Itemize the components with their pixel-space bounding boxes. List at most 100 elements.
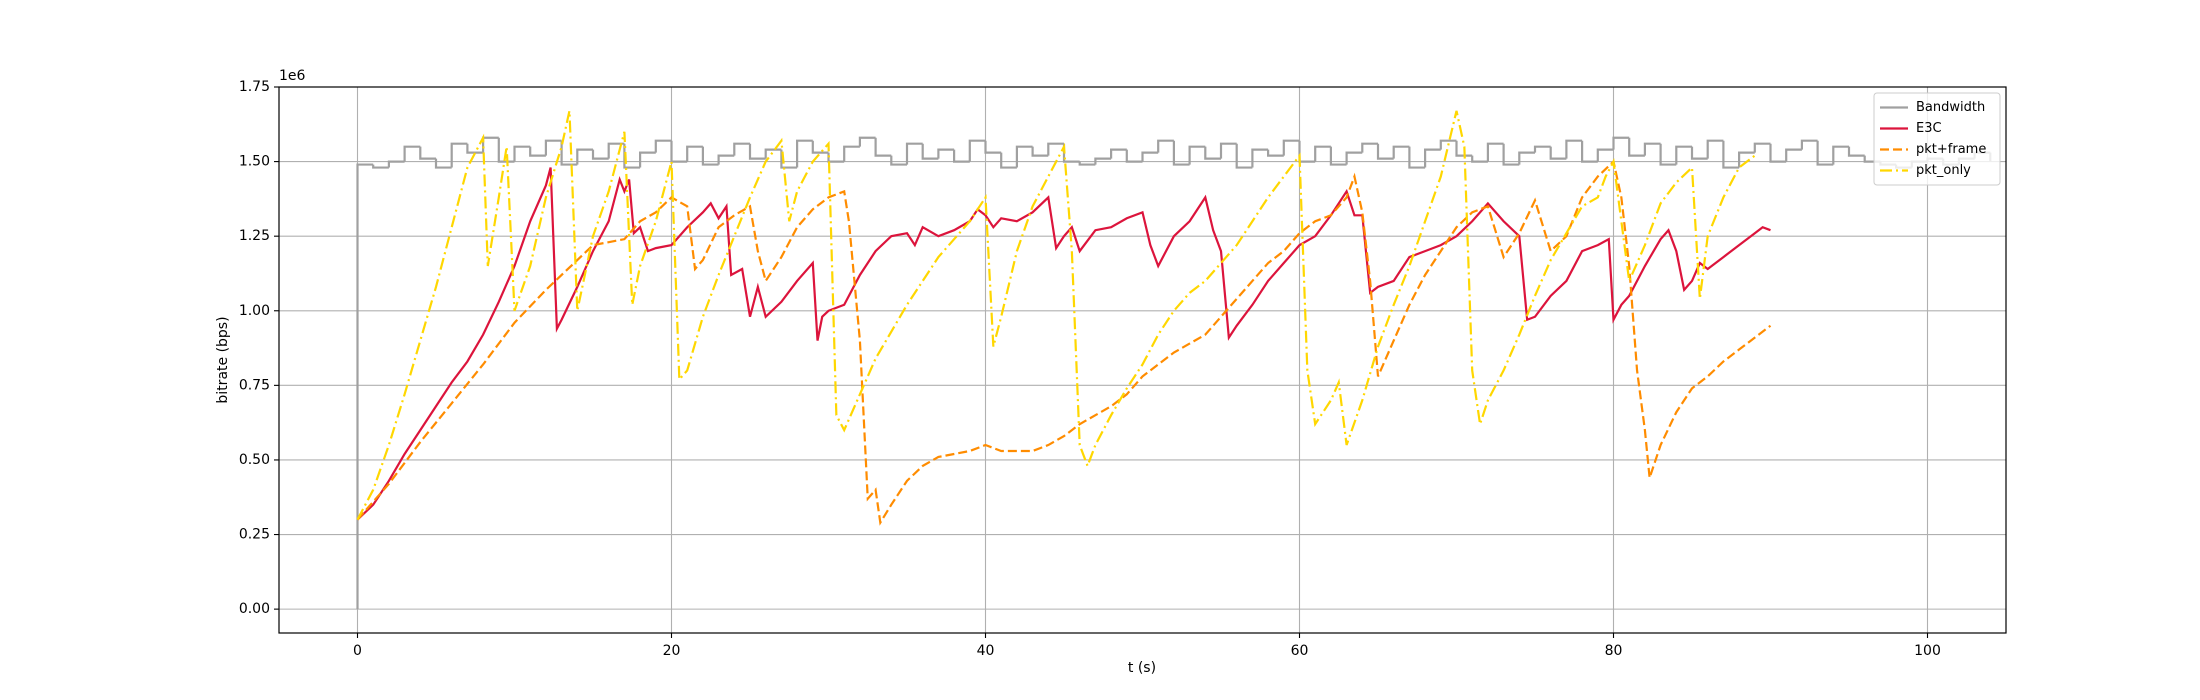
bandwidth-step <box>1094 157 1112 165</box>
bandwidth-step <box>1125 149 1143 163</box>
bandwidth-step <box>905 142 923 165</box>
y-tick-label: 0.75 <box>239 377 270 393</box>
y-tick-label: 1.75 <box>239 79 270 95</box>
bandwidth-step <box>1141 151 1159 162</box>
bandwidth-step <box>372 164 389 169</box>
bandwidth-step <box>1361 142 1378 153</box>
bandwidth-step <box>1000 152 1017 169</box>
legend-label: pkt+frame <box>1916 142 1986 157</box>
bandwidth-step <box>1235 143 1253 169</box>
bandwidth-step <box>623 143 641 169</box>
bandwidth-step <box>1267 149 1284 157</box>
bandwidth-step <box>1031 146 1049 157</box>
bandwidth-step <box>419 146 436 160</box>
x-tick-label: 80 <box>1605 643 1623 659</box>
bandwidth-step <box>1455 140 1473 157</box>
bandwidth-step <box>1533 145 1551 153</box>
bandwidth-step <box>1314 145 1331 162</box>
bandwidth-step <box>1078 161 1096 166</box>
bandwidth-step <box>1015 145 1033 168</box>
bandwidth-step <box>1188 145 1206 165</box>
bandwidth-step <box>1502 143 1520 166</box>
ticks: 0 20 40 60 80 100 0.00 0.25 0.50 0.75 1.00 1.25 1.50… <box>239 79 1941 659</box>
bandwidth-step <box>1408 146 1426 169</box>
bandwidth-step <box>670 140 688 163</box>
bandwidth-step <box>513 145 531 162</box>
legend: Bandwidth E3C pkt+frame pkt_only <box>1873 92 2001 186</box>
legend-label: Bandwidth <box>1916 100 1985 115</box>
series-line <box>356 110 1756 521</box>
x-tick-label: 0 <box>353 643 362 659</box>
bandwidth-step <box>1172 140 1190 166</box>
bandwidth-step <box>780 149 798 169</box>
bandwidth-step <box>764 148 782 159</box>
bandwidth-step <box>1110 148 1127 159</box>
bandwidth-step <box>1800 139 1818 150</box>
bandwidth-step <box>1392 145 1410 159</box>
y-tick-label: 0.50 <box>239 452 270 468</box>
legend-box <box>1873 92 2001 186</box>
x-tick-label: 60 <box>1291 643 1309 659</box>
bandwidth-step <box>921 143 939 160</box>
bandwidth-step <box>1706 139 1724 159</box>
bandwidth-step <box>1612 136 1630 150</box>
y-tick-label: 1.00 <box>239 303 270 319</box>
bandwidth-step <box>1345 151 1363 165</box>
bandwidth-step <box>356 163 374 610</box>
bandwidth-step <box>591 149 609 160</box>
bandwidth-step <box>1471 155 1488 163</box>
bandwidth-step <box>529 146 546 157</box>
bandwidth-step <box>654 139 672 153</box>
x-tick-label: 100 <box>1914 643 1941 659</box>
bandwidth-step <box>717 154 735 165</box>
axes-frame <box>278 86 2007 634</box>
bandwidth-step <box>1769 143 1787 163</box>
series-line <box>356 167 1771 521</box>
bandwidth-step <box>1157 139 1174 153</box>
bandwidth-step <box>733 142 750 156</box>
x-tick-label: 20 <box>663 643 681 659</box>
bandwidth-step <box>434 158 452 169</box>
bandwidth-step <box>843 145 860 162</box>
plot-area <box>356 110 1992 610</box>
bandwidth-step <box>890 155 907 166</box>
bandwidth-step <box>953 149 970 163</box>
x-axis-label: t (s) <box>1128 660 1156 676</box>
bandwidth-step <box>937 148 955 159</box>
legend-label: pkt_only <box>1916 163 1971 178</box>
bandwidth-step <box>796 139 813 168</box>
bandwidth-step <box>544 139 562 156</box>
bandwidth-step <box>387 160 405 168</box>
bandwidth-step <box>466 143 484 154</box>
bandwidth-step <box>1376 143 1394 160</box>
bandwidth-step <box>639 151 656 168</box>
y-tick-label: 0.00 <box>239 601 270 617</box>
x-tick-label: 40 <box>977 643 995 659</box>
y-offset-label: 1e6 <box>279 68 306 84</box>
bandwidth-step <box>403 145 421 162</box>
bandwidth-step <box>1785 148 1802 162</box>
bandwidth-step <box>984 140 1002 154</box>
bandwidth-step <box>1690 146 1708 160</box>
y-tick-label: 1.50 <box>239 154 270 170</box>
bandwidth-step <box>1518 151 1535 165</box>
bandwidth-step <box>607 142 625 159</box>
bandwidth-step <box>1329 146 1347 166</box>
bandwidth-step <box>1439 139 1457 150</box>
bandwidth-step <box>1596 148 1614 162</box>
bandwidth-step <box>1282 139 1300 156</box>
bandwidth-step <box>576 148 593 165</box>
bandwidth-step <box>1251 148 1269 168</box>
y-tick-label: 1.25 <box>239 228 270 244</box>
bandwidth-step <box>748 143 766 160</box>
bandwidth-step <box>1581 140 1598 163</box>
bandwidth-step <box>497 137 515 163</box>
bandwidth-step <box>1047 142 1064 156</box>
bandwidth-step <box>1753 142 1771 153</box>
bandwidth-step <box>1486 142 1504 162</box>
y-tick-label: 0.25 <box>239 527 270 543</box>
bandwidth-step <box>1549 146 1567 160</box>
bandwidth-step <box>968 139 986 162</box>
bandwidth-step <box>1643 142 1661 156</box>
